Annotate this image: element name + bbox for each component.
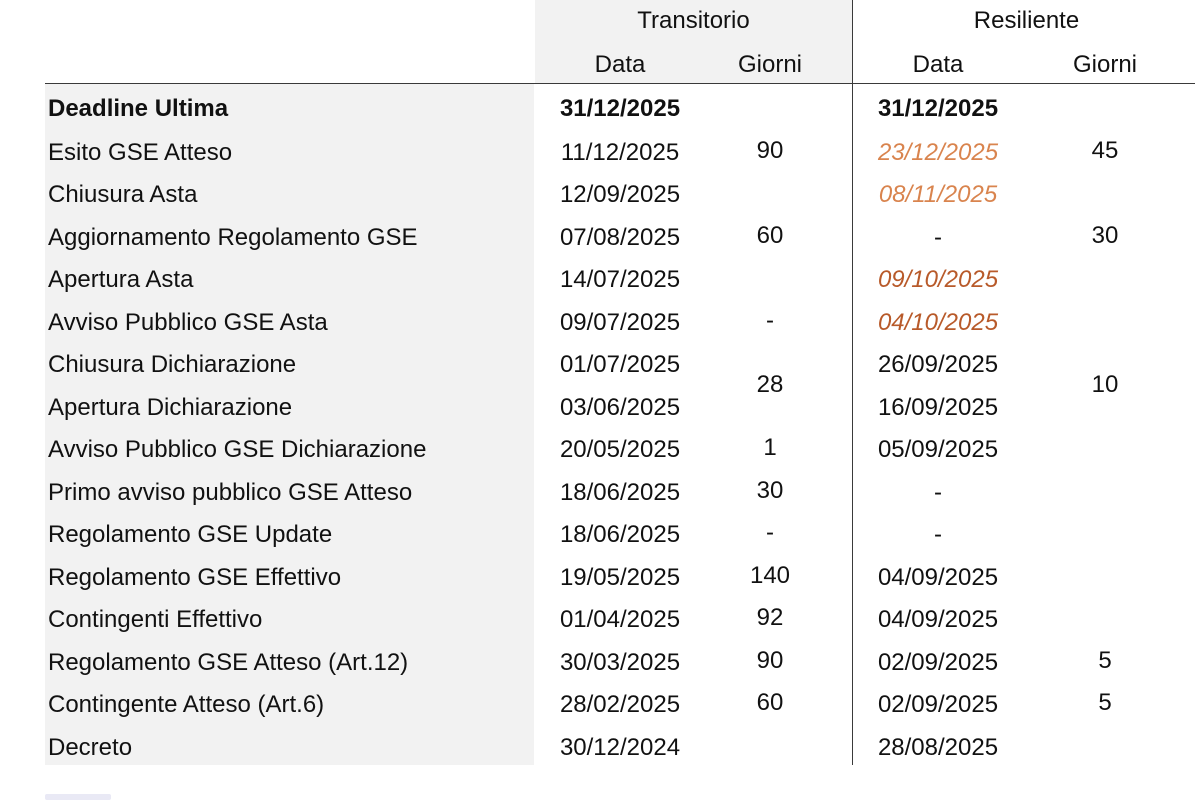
resiliente-days: 10 [1091, 371, 1119, 398]
resiliente-date: 04/09/2025 [877, 606, 999, 633]
resiliente-date: 08/11/2025 [878, 181, 998, 208]
resiliente-date: 09/10/2025 [877, 266, 999, 293]
sheet-tab-stub[interactable] [45, 794, 111, 800]
header-t-data: Data [594, 51, 646, 78]
row-label: Regolamento GSE Update [48, 521, 333, 548]
transitorio-date: 11/12/2025 [560, 139, 680, 166]
header-resiliente: Resiliente [973, 7, 1080, 34]
header-r-giorni: Giorni [1072, 51, 1138, 78]
resiliente-date: 05/09/2025 [877, 436, 999, 463]
header-r-data: Data [912, 51, 964, 78]
resiliente-date: 04/09/2025 [877, 564, 999, 591]
header-divider [45, 83, 1195, 84]
transitorio-date: 28/02/2025 [559, 691, 681, 718]
resiliente-date: 31/12/2025 [877, 95, 999, 122]
resiliente-date: 04/10/2025 [877, 309, 999, 336]
transitorio-days: 30 [756, 477, 784, 504]
row-label: Regolamento GSE Atteso (Art.12) [48, 649, 409, 676]
resiliente-days: 5 [1098, 689, 1112, 716]
resiliente-date: - [934, 224, 942, 251]
resiliente-days: 45 [1091, 137, 1119, 164]
row-label: Avviso Pubblico GSE Asta [48, 309, 328, 336]
transitorio-date: 18/06/2025 [559, 521, 681, 548]
transitorio-date: 14/07/2025 [559, 266, 681, 293]
transitorio-days: 90 [756, 647, 784, 674]
transitorio-date: 30/03/2025 [559, 649, 681, 676]
transitorio-body-background [535, 84, 852, 765]
transitorio-date: 01/04/2025 [559, 606, 681, 633]
row-label: Primo avviso pubblico GSE Atteso [48, 479, 413, 506]
row-label: Regolamento GSE Effettivo [48, 564, 342, 591]
row-label: Decreto [48, 734, 133, 761]
transitorio-date: 18/06/2025 [559, 479, 681, 506]
row-label: Deadline Ultima [48, 95, 229, 122]
row-label: Contingente Atteso (Art.6) [48, 691, 325, 718]
transitorio-date: 07/08/2025 [559, 224, 681, 251]
transitorio-date: 20/05/2025 [559, 436, 681, 463]
row-label: Chiusura Asta [48, 181, 198, 208]
transitorio-days: 1 [763, 434, 777, 461]
transitorio-date: 01/07/2025 [559, 351, 681, 378]
transitorio-days: - [766, 519, 774, 546]
transitorio-days: 60 [756, 689, 784, 716]
transitorio-date: 12/09/2025 [559, 181, 681, 208]
resiliente-date: 26/09/2025 [877, 351, 999, 378]
header-transitorio: Transitorio [637, 7, 750, 34]
transitorio-date: 09/07/2025 [559, 309, 681, 336]
resiliente-date: 02/09/2025 [877, 649, 999, 676]
column-divider [852, 0, 853, 765]
resiliente-days: 5 [1098, 647, 1112, 674]
resiliente-date: - [934, 521, 942, 548]
resiliente-date: 28/08/2025 [877, 734, 999, 761]
transitorio-days: 60 [756, 222, 784, 249]
resiliente-date: - [934, 479, 942, 506]
row-label: Apertura Asta [48, 266, 194, 293]
row-label: Esito GSE Atteso [48, 139, 233, 166]
transitorio-days: 92 [756, 604, 784, 631]
transitorio-days: - [766, 307, 774, 334]
transitorio-date: 19/05/2025 [559, 564, 681, 591]
row-label: Chiusura Dichiarazione [48, 351, 297, 378]
transitorio-date: 31/12/2025 [559, 95, 681, 122]
resiliente-days: 30 [1091, 222, 1119, 249]
transitorio-date: 03/06/2025 [559, 394, 681, 421]
row-label: Aggiornamento Regolamento GSE [48, 224, 418, 251]
row-label: Apertura Dichiarazione [48, 394, 293, 421]
resiliente-date: 23/12/2025 [877, 139, 999, 166]
header-t-giorni: Giorni [737, 51, 803, 78]
row-label: Contingenti Effettivo [48, 606, 263, 633]
transitorio-days: 90 [756, 137, 784, 164]
transitorio-days: 140 [749, 562, 791, 589]
row-label: Avviso Pubblico GSE Dichiarazione [48, 436, 427, 463]
transitorio-days: 28 [756, 371, 784, 398]
resiliente-date: 16/09/2025 [877, 394, 999, 421]
label-column-background [45, 84, 534, 765]
resiliente-date: 02/09/2025 [877, 691, 999, 718]
transitorio-header-background [535, 0, 852, 84]
transitorio-date: 30/12/2024 [559, 734, 681, 761]
